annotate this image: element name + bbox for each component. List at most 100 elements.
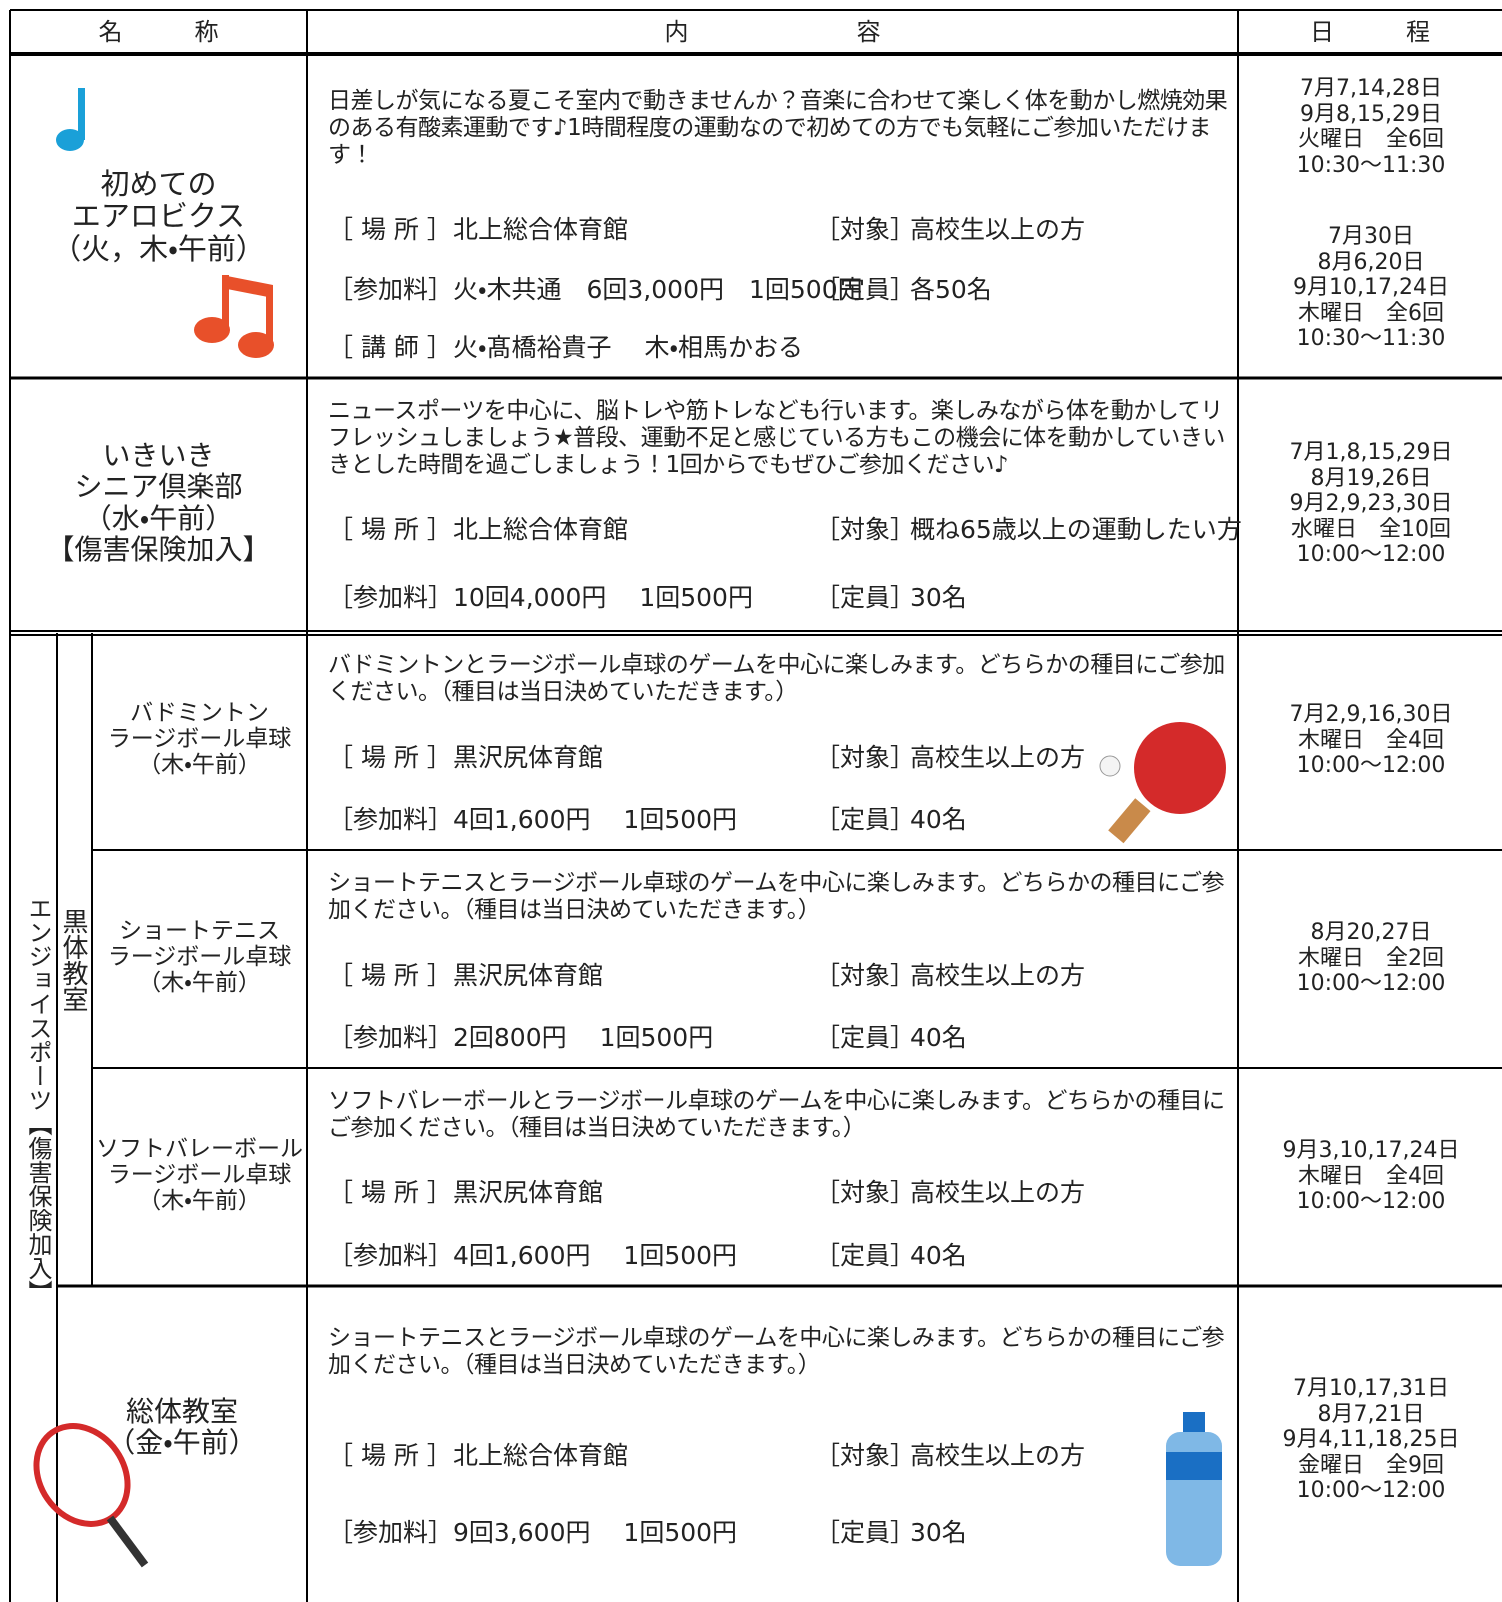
field-label: ［対象］ [815,215,916,244]
program-name: ラージボール卓球 [107,1161,292,1188]
field-value: 黒沢尻体育館 [453,743,604,772]
header-name: 名 称 [98,18,219,46]
field-label: ［対象］ [815,961,916,990]
field-value: 高校生以上の方 [910,215,1086,244]
field-label: ［参加料］ [328,805,454,834]
field-label: ［定員］ [815,1023,916,1052]
field-value: 40名 [910,805,967,834]
field-value: 10回4,000円 1回500円 [453,583,753,612]
schedule-line: 8月7,21日 [1317,1401,1425,1427]
schedule-line: 8月20,27日 [1310,920,1432,945]
program-description: ソフトバレーボールとラージボール卓球のゲームを中心に楽しみます。どちらかの種目に… [328,1088,1225,1141]
schedule-line: 9月4,11,18,25日 [1282,1427,1460,1452]
field-value: 火・髙橋裕貴子 木・相馬かおる [453,333,803,362]
program-name: 初めての [100,167,217,201]
program-name: ラージボール卓球 [107,725,292,752]
field-label: ［参加料］ [328,1241,454,1270]
schedule-line: 7月1,8,15,29日 [1289,440,1453,465]
program-name: （木・午前） [138,969,261,996]
field-value: 高校生以上の方 [910,1441,1086,1470]
field-label: ［対象］ [815,1178,916,1207]
schedule-line: 木曜日 全6回 [1298,300,1444,326]
program-name: バドミントン [130,700,269,726]
program-name: （木・午前） [138,1187,261,1214]
side-group-label: エンジョイスポーツ【傷害保険加入】 [24,896,52,1304]
racket [33,1423,149,1568]
program-name: ソフトバレーボール [96,1136,303,1162]
schedule-line: 7月10,17,31日 [1293,1376,1449,1401]
field-label: ［ 場 所 ］ [328,515,452,544]
field-value: 40名 [910,1241,967,1270]
schedule-line: 10:00～12:00 [1296,753,1446,778]
schedule-line: 7月30日 [1328,224,1414,249]
schedule-line: 金曜日 全9回 [1298,1452,1444,1478]
field-value: 40名 [910,1023,967,1052]
field-value: 9回3,600円 1回500円 [453,1518,738,1547]
program-name: エアロビクス [71,199,246,234]
field-value: 高校生以上の方 [910,743,1086,772]
program-name: （木・午前） [138,751,261,778]
water-bottle [1166,1412,1222,1566]
schedule-line: 10:00～12:00 [1296,1478,1446,1503]
schedule-line: 9月8,15,29日 [1300,101,1442,127]
schedule-line: 木曜日 全4回 [1298,727,1444,753]
program-description: バドミントンとラージボール卓球のゲームを中心に楽しみます。どちらかの種目にご参加… [328,652,1225,705]
program-name: 【傷害保険加入】 [46,533,271,567]
field-label: ［定員］ [815,1241,916,1270]
field-value: 北上総合体育館 [453,1441,629,1470]
field-value: 火・木共通 6回3,000円 1回500円 [453,275,863,304]
program-description: ショートテニスとラージボール卓球のゲームを中心に楽しみます。どちらかの種目にご参… [328,1325,1225,1378]
schedule-line: 木曜日 全2回 [1298,945,1444,971]
program-name: ラージボール卓球 [107,943,292,970]
schedule-line: 8月19,26日 [1310,465,1432,491]
field-value: 4回1,600円 1回500円 [453,1241,738,1270]
program-name: （水・午前） [83,501,234,535]
schedule-line: 8月6,20日 [1317,249,1425,275]
schedule-line: 9月10,17,24日 [1293,275,1449,300]
program-name: いきいき [102,439,215,472]
program-name: ショートテニス [119,918,280,944]
program-name: シニア倶楽部 [74,470,243,504]
music-note [194,275,274,358]
music-note [56,88,85,151]
ping-pong-paddle [1099,722,1226,844]
field-value: 概ね65歳以上の運動したい方 [910,515,1242,544]
field-value: 黒沢尻体育館 [453,1178,604,1207]
field-value: 北上総合体育館 [453,215,629,244]
schedule-line: 10:30～11:30 [1296,152,1446,178]
field-label: ［定員］ [815,275,916,304]
field-label: ［対象］ [815,515,916,544]
field-label: ［参加料］ [328,1023,454,1052]
field-label: ［ 場 所 ］ [328,215,452,244]
field-value: 4回1,600円 1回500円 [453,805,738,834]
schedule-line: 7月7,14,28日 [1300,76,1442,101]
schedule-line: 10:30～11:30 [1296,326,1446,351]
schedule-line: 9月2,9,23,30日 [1289,491,1453,516]
field-value: 高校生以上の方 [910,1178,1086,1207]
program-description: ショートテニスとラージボール卓球のゲームを中心に楽しみます。どちらかの種目にご参… [328,870,1225,923]
field-label: ［定員］ [815,805,916,834]
field-value: 北上総合体育館 [453,515,629,544]
schedule-line: 10:00～12:00 [1296,1189,1446,1214]
schedule-line: 水曜日 全10回 [1291,516,1451,542]
field-label: ［ 場 所 ］ [328,1441,452,1470]
field-label: ［参加料］ [328,583,454,612]
field-value: 30名 [910,1518,967,1547]
field-value: 高校生以上の方 [910,961,1086,990]
header-content: 内 容 [664,18,881,46]
program-description: ニュースポーツを中心に、脳トレや筋トレなども行います。楽しみながら体を動かしてリ… [328,398,1225,478]
schedule-line: 火曜日 全6回 [1298,127,1444,152]
program-name: 総体教室 [125,1395,238,1428]
field-label: ［ 場 所 ］ [328,961,452,990]
schedule-line: 10:00～12:00 [1296,971,1446,996]
field-value: 黒沢尻体育館 [453,961,604,990]
schedule-line: 9月3,10,17,24日 [1282,1138,1460,1163]
schedule-line: 木曜日 全4回 [1298,1163,1444,1189]
program-name: （金・午前） [107,1426,257,1460]
field-value: 30名 [910,583,967,612]
program-description: 日差しが気になる夏こそ室内で動きませんか？音楽に合わせて楽しく体を動かし燃焼効果… [328,88,1228,168]
field-value: 各50名 [910,275,992,304]
field-label: ［定員］ [815,1518,916,1547]
header-schedule: 日 程 [1310,18,1430,46]
